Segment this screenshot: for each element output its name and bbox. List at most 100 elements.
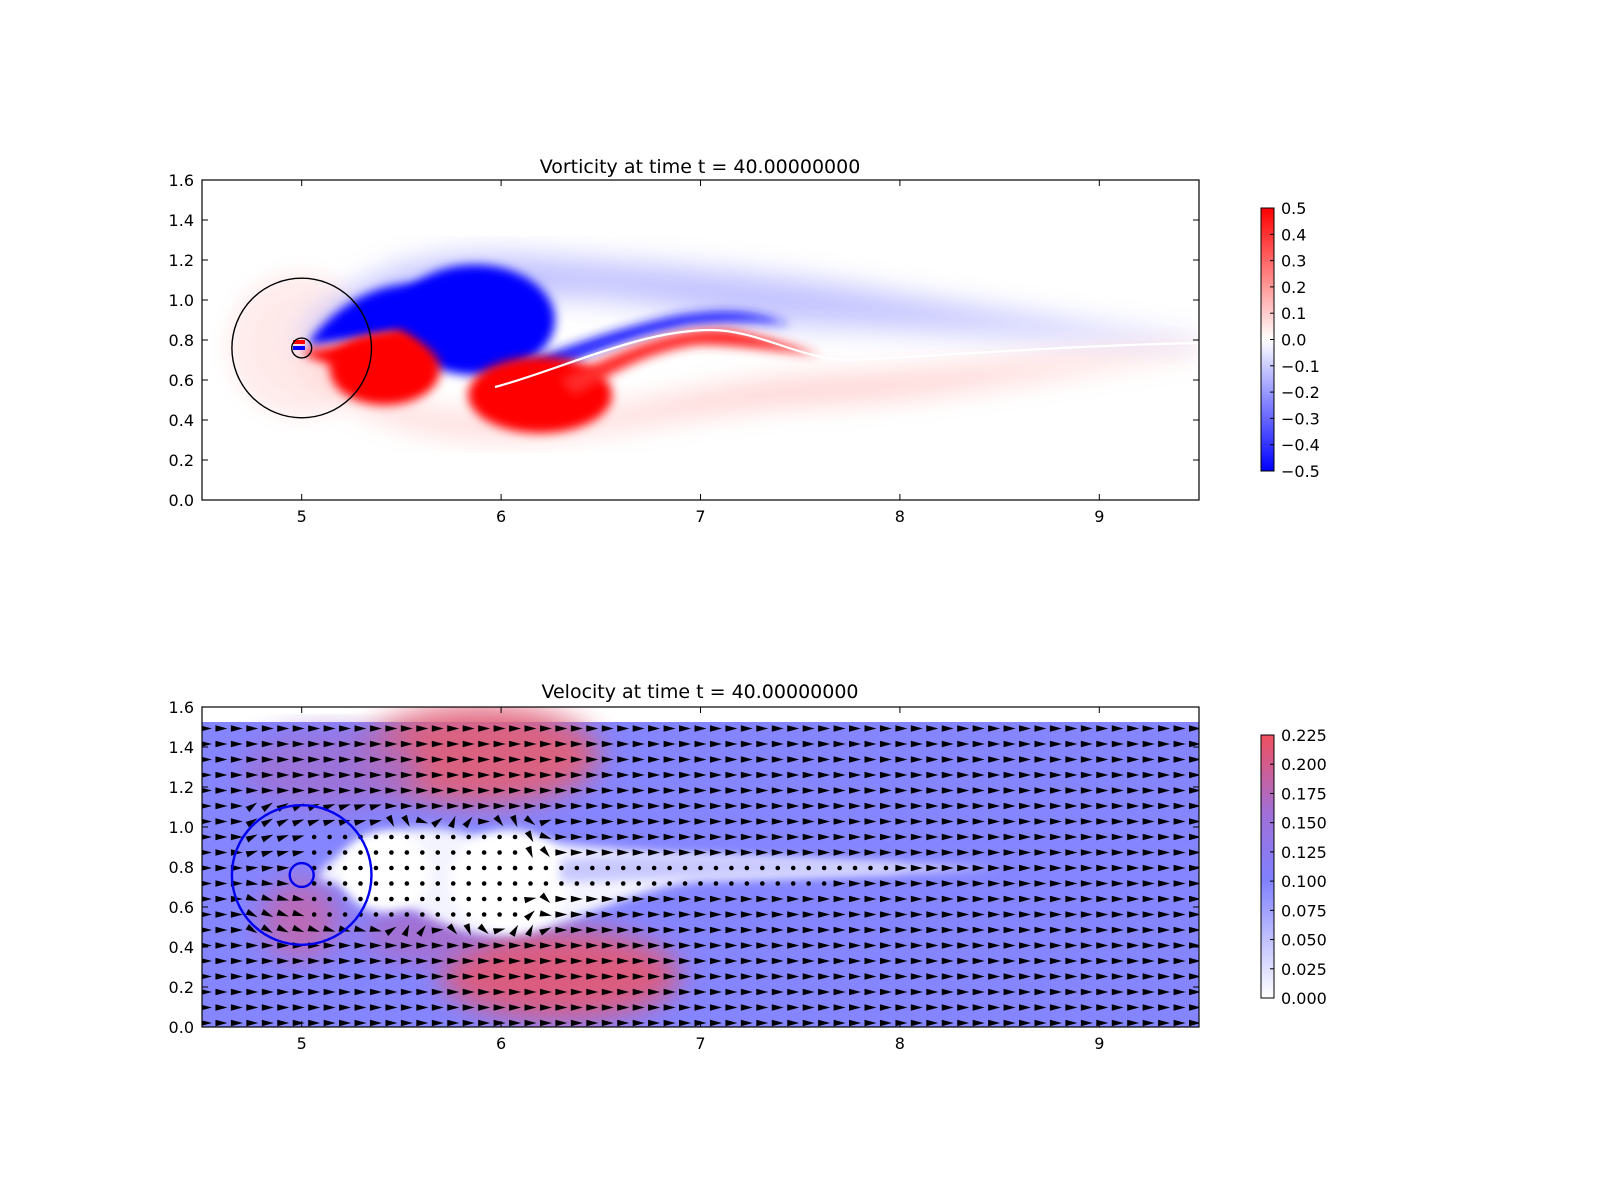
quiver-arrow: [740, 926, 753, 934]
quiver-dot: [667, 865, 672, 871]
quiver-dot: [821, 865, 827, 871]
quiver-arrow: [385, 725, 398, 732]
velocity-colorbar-tick-label: 0.225: [1281, 726, 1327, 745]
quiver-arrow: [1034, 973, 1047, 980]
quiver-arrow: [1003, 802, 1016, 810]
quiver-dot: [389, 896, 394, 902]
quiver-arrow: [818, 849, 831, 856]
quiver-arrow: [988, 740, 1001, 748]
quiver-arrow: [895, 756, 908, 763]
quiver-arrow: [679, 849, 692, 856]
quiver-arrow: [1158, 988, 1171, 996]
quiver-dot: [466, 834, 471, 840]
quiver-arrow: [1142, 895, 1155, 903]
vorticity-colorbar-tick-label: −0.3: [1281, 409, 1320, 428]
quiver-arrow: [1096, 818, 1109, 825]
quiver-arrow: [709, 787, 722, 794]
quiver-arrow: [771, 725, 784, 732]
quiver-arrow: [1189, 849, 1199, 856]
velocity-quiver: [202, 725, 1199, 1027]
quiver-arrow: [570, 802, 583, 810]
velocity-xtick-label: 8: [895, 1034, 905, 1053]
quiver-arrow: [308, 988, 321, 996]
quiver-arrow: [415, 816, 429, 824]
quiver-arrow: [354, 725, 367, 732]
quiver-arrow: [353, 925, 367, 932]
quiver-arrow: [849, 787, 862, 794]
quiver-arrow: [400, 756, 413, 763]
quiver-arrow: [617, 802, 630, 810]
quiver-arrow: [1111, 926, 1124, 934]
quiver-arrow: [308, 771, 321, 779]
quiver-arrow: [910, 818, 923, 825]
quiver-arrow: [369, 740, 382, 748]
quiver-arrow: [523, 815, 536, 826]
quiver-arrow: [277, 973, 290, 980]
quiver-arrow: [493, 1019, 506, 1027]
quiver-arrow: [1142, 818, 1155, 825]
quiver-arrow: [1142, 957, 1155, 965]
quiver-arrow: [740, 973, 753, 980]
quiver-arrow: [1142, 926, 1155, 934]
quiver-arrow: [1034, 833, 1047, 841]
quiver-arrow: [1019, 880, 1032, 887]
quiver-arrow: [926, 740, 939, 748]
quiver-dot: [512, 834, 518, 840]
quiver-arrow: [339, 756, 352, 763]
quiver-arrow: [879, 802, 892, 810]
quiver-arrow: [493, 802, 506, 810]
quiver-arrow: [818, 895, 831, 903]
quiver-arrow: [308, 1019, 321, 1027]
quiver-arrow: [1127, 1019, 1140, 1027]
quiver-arrow: [833, 911, 846, 918]
quiver-arrow: [292, 894, 305, 902]
quiver-arrow: [1065, 849, 1078, 856]
quiver-arrow: [957, 787, 970, 794]
velocity-colorbar-tick-label: 0.100: [1281, 872, 1327, 891]
quiver-arrow: [1111, 740, 1124, 748]
quiver-arrow: [663, 1004, 676, 1011]
quiver-arrow: [1127, 864, 1140, 872]
quiver-arrow: [972, 756, 985, 763]
quiver-arrow: [230, 725, 243, 732]
vorticity-cylinder-circle-1: [291, 337, 313, 359]
quiver-arrow: [1003, 740, 1016, 748]
quiver-arrow: [725, 756, 738, 763]
quiver-arrow: [509, 771, 522, 779]
quiver-arrow: [1019, 740, 1032, 748]
quiver-arrow: [818, 756, 831, 763]
quiver-arrow: [1049, 725, 1062, 732]
quiver-arrow: [1173, 725, 1186, 732]
quiver-arrow: [245, 850, 259, 858]
quiver-arrow: [292, 835, 305, 842]
quiver-arrow: [756, 849, 769, 856]
quiver-dot: [806, 865, 811, 871]
quiver-arrow: [1127, 988, 1140, 996]
quiver-arrow: [694, 756, 707, 763]
vorticity-field: [202, 180, 1199, 500]
quiver-arrow: [307, 925, 320, 932]
quiver-dot: [497, 865, 502, 871]
quiver-dot: [404, 850, 410, 855]
quiver-arrow: [462, 771, 475, 779]
quiver-dot: [404, 834, 410, 840]
quiver-arrow: [524, 725, 537, 732]
quiver-arrow: [493, 814, 504, 827]
quiver-arrow: [400, 1004, 413, 1011]
quiver-arrow: [941, 771, 954, 779]
quiver-arrow: [957, 864, 970, 872]
quiver-arrow: [601, 926, 614, 934]
quiver-arrow: [215, 740, 228, 748]
quiver-arrow: [1049, 756, 1062, 763]
quiver-arrow: [215, 818, 228, 825]
quiver-arrow: [833, 725, 846, 732]
quiver-arrow: [493, 988, 506, 996]
quiver-arrow: [323, 1019, 336, 1027]
quiver-arrow: [385, 1004, 398, 1011]
quiver-dot: [435, 865, 441, 871]
quiver-dot: [497, 850, 502, 855]
quiver-arrow: [895, 1019, 908, 1027]
quiver-arrow: [401, 924, 410, 937]
quiver-arrow: [694, 911, 707, 918]
quiver-arrow: [632, 802, 645, 810]
